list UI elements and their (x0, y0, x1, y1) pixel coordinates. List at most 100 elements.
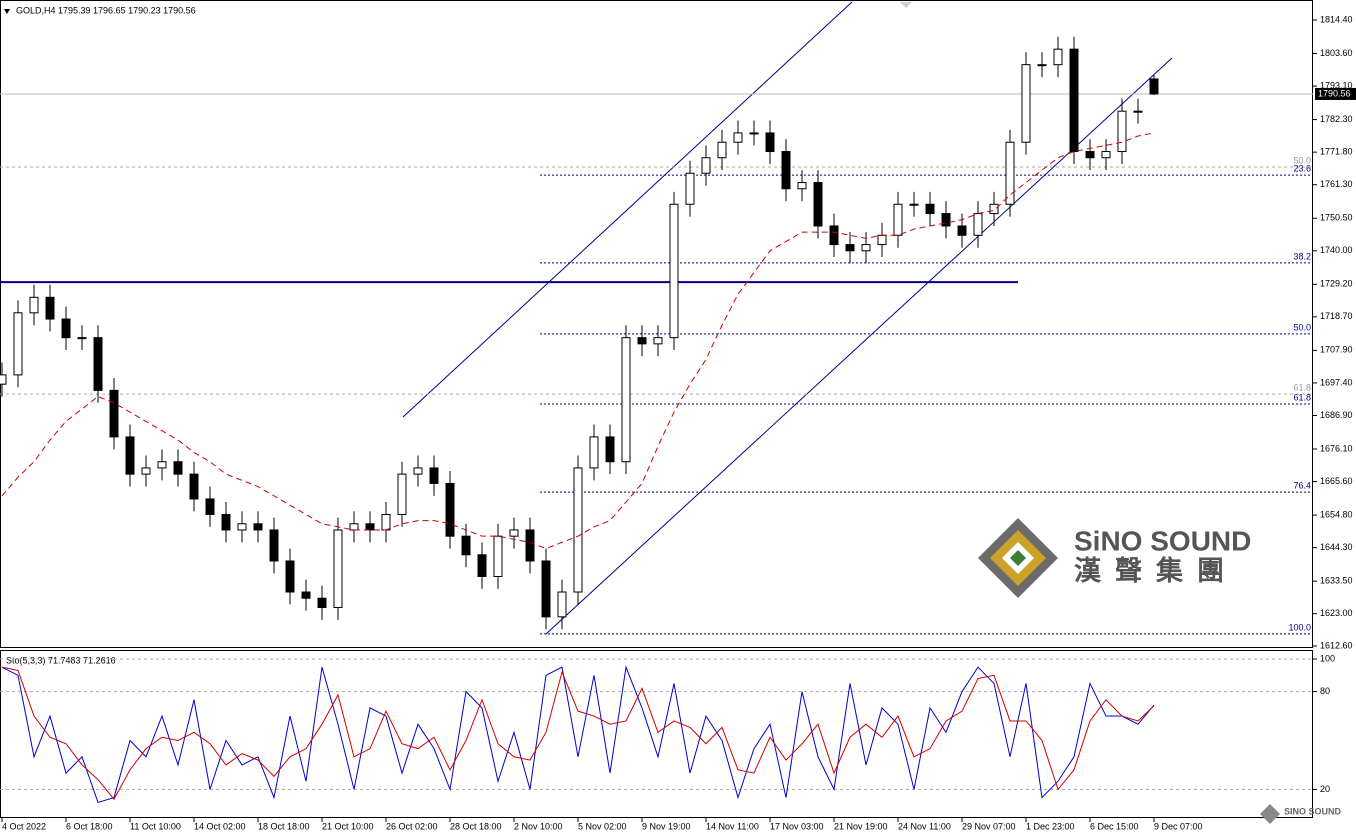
candle-body (1005, 141, 1015, 205)
candle-body (829, 225, 839, 246)
main-panel (0, 0, 1313, 648)
candle-body (861, 244, 871, 252)
fib-label: 100.0 (1288, 622, 1311, 632)
candle-body (1149, 78, 1159, 95)
x-tick-label: 17 Nov 03:00 (770, 821, 824, 831)
y-tick-label: 20 (1320, 784, 1330, 794)
candle-body (413, 467, 423, 475)
candle-body (557, 591, 567, 618)
candle-body (1053, 48, 1063, 66)
candle-body (813, 182, 823, 227)
y-tick-label: 1814.40 (1320, 14, 1353, 24)
candle-body (1133, 110, 1143, 113)
candle-body (301, 591, 311, 599)
y-tick-label: 1793.10 (1320, 80, 1353, 90)
candle-body (493, 535, 503, 577)
y-tick-label: 1761.30 (1320, 179, 1353, 189)
x-tick-label: 9 Nov 19:00 (642, 821, 691, 831)
price-label-bg (1315, 87, 1356, 100)
candle-body (845, 244, 855, 252)
candle-body (957, 225, 967, 236)
candle-body (925, 203, 935, 215)
candle-body (365, 523, 375, 531)
x-tick-label: 28 Oct 18:00 (450, 821, 502, 831)
small-logo-text: SINO SOUND (1284, 806, 1342, 816)
candle-body (1037, 64, 1047, 67)
candle-body (605, 436, 615, 463)
gray-level-label: 61.8 (1293, 382, 1311, 392)
candle-body (717, 141, 727, 159)
x-tick-label: 24 Nov 11:00 (898, 821, 951, 831)
small-logo (1260, 804, 1280, 824)
y-tick-label: 1697.40 (1320, 377, 1353, 387)
candle-body (589, 436, 599, 469)
candle-body (333, 529, 343, 609)
x-tick-label: 1 Dec 23:00 (1026, 821, 1075, 831)
candle-body (877, 234, 887, 246)
candle-body (509, 529, 519, 537)
candle-body (205, 498, 215, 515)
y-tick-label: 1771.80 (1320, 147, 1353, 157)
candle-body (253, 523, 263, 531)
candle-body (701, 157, 711, 174)
candle-body (973, 213, 983, 236)
candle-body (29, 296, 39, 314)
candle-body (637, 337, 647, 345)
y-tick-label: 1740.00 (1320, 245, 1353, 255)
y-tick-label: 1665.60 (1320, 476, 1353, 486)
y-tick-label: 80 (1320, 686, 1330, 696)
stoch-line (1, 665, 1155, 804)
logo-en: SiNO SOUND (1074, 525, 1251, 556)
candle-body (285, 560, 295, 593)
candle-body (1101, 151, 1111, 159)
x-tick-label: 14 Oct 02:00 (194, 821, 246, 831)
menu-arrow (4, 9, 10, 14)
y-tick-label: 1654.80 (1320, 509, 1353, 519)
stoch-header: Sto(5,3,3) 71.7483 71.2616 (6, 655, 116, 665)
fib-label: 23.6 (1293, 163, 1311, 173)
x-tick-label: 9 Dec 07:00 (1154, 821, 1203, 831)
price-label: 1790.56 (1318, 88, 1351, 98)
candle-body (61, 318, 71, 339)
y-tick-label: 1612.60 (1320, 640, 1353, 650)
candle-body (93, 337, 103, 391)
candle-body (1085, 151, 1095, 159)
y-tick-label: 1803.60 (1320, 48, 1353, 58)
fib-label: 61.8 (1293, 392, 1311, 402)
candle-body (77, 337, 87, 340)
x-tick-label: 6 Dec 15:00 (1090, 821, 1139, 831)
stoch-panel (0, 650, 1313, 818)
candle-body (317, 597, 327, 609)
candle-body (269, 529, 279, 562)
candle-body (141, 467, 151, 475)
candle-body (477, 554, 487, 577)
candle-body (653, 337, 663, 345)
candle-body (1069, 48, 1079, 153)
y-tick-label: 1623.00 (1320, 608, 1353, 618)
candle-body (461, 535, 471, 556)
candle-body (381, 513, 391, 531)
x-tick-label: 14 Nov 11:00 (706, 821, 759, 831)
candle-body (349, 523, 359, 531)
y-tick-label: 1729.20 (1320, 279, 1353, 289)
candle-body (237, 523, 247, 531)
candle-body (397, 473, 407, 515)
candle-body (125, 436, 135, 475)
main-header: GOLD,H4 1795.39 1796.65 1790.23 1790.56 (16, 5, 196, 15)
candle-body (909, 203, 919, 206)
x-tick-label: 21 Nov 19:00 (834, 821, 888, 831)
x-tick-label: 5 Nov 02:00 (578, 821, 627, 831)
candle-body (0, 374, 7, 385)
candle-body (781, 151, 791, 190)
logo (978, 518, 1058, 598)
candle-body (749, 132, 759, 135)
candle-body (989, 203, 999, 215)
y-tick-label: 1750.50 (1320, 213, 1353, 223)
fib-label: 50.0 (1293, 322, 1311, 332)
candle-body (573, 467, 583, 593)
candle-body (685, 172, 695, 205)
x-tick-label: 2 Nov 10:00 (514, 821, 563, 831)
x-tick-label: 18 Oct 18:00 (258, 821, 310, 831)
